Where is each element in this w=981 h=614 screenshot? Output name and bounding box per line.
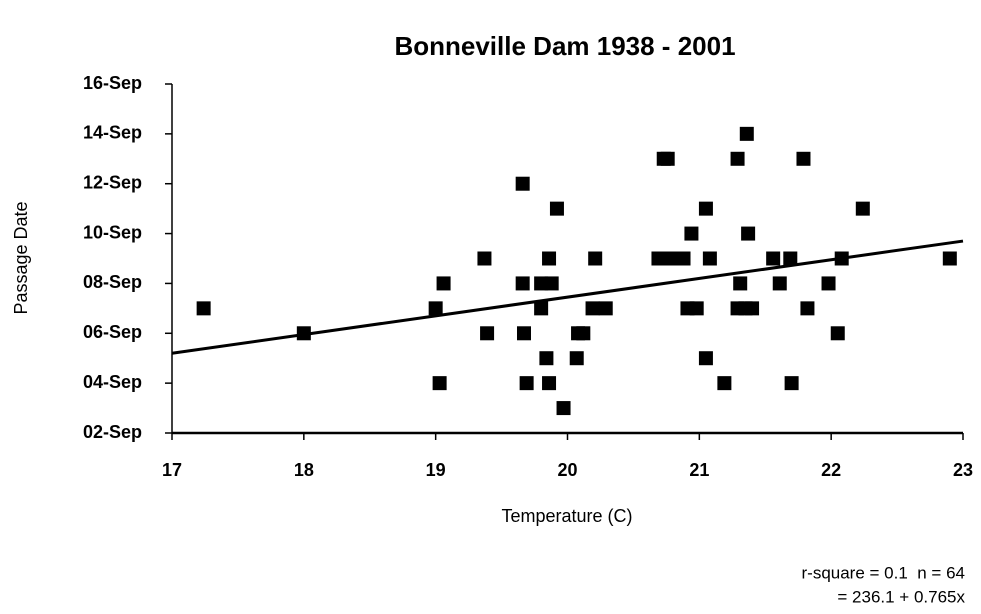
stats-note: r-square = 0.1 n = 64 [802, 563, 966, 582]
x-tick-label: 22 [821, 460, 841, 480]
point [542, 251, 557, 266]
y-axis-label: Passage Date [11, 201, 31, 314]
point [739, 126, 754, 141]
y-tick-label: 04-Sep [83, 372, 142, 392]
point [588, 251, 603, 266]
chart-title: Bonneville Dam 1938 - 2001 [394, 31, 735, 61]
point [477, 251, 492, 266]
point [942, 251, 957, 266]
point [516, 326, 531, 341]
point [830, 326, 845, 341]
y-tick-label: 12-Sep [83, 172, 142, 192]
point [196, 301, 211, 316]
point [766, 251, 781, 266]
point [515, 176, 530, 191]
point [733, 276, 748, 291]
point [784, 376, 799, 391]
point [534, 301, 549, 316]
point [519, 376, 534, 391]
x-tick-label: 20 [557, 460, 577, 480]
point [745, 301, 760, 316]
point [480, 326, 495, 341]
point [741, 226, 756, 241]
y-tick-label: 08-Sep [83, 272, 142, 292]
point [576, 326, 591, 341]
point [821, 276, 836, 291]
trend-line [171, 239, 964, 355]
x-tick-label: 23 [953, 460, 973, 480]
point [515, 276, 530, 291]
point [698, 351, 713, 366]
x-tick-label: 19 [426, 460, 446, 480]
point [717, 376, 732, 391]
point [730, 151, 745, 166]
point [556, 401, 571, 416]
y-tick-label: 14-Sep [83, 123, 142, 143]
y-tick-label: 16-Sep [83, 73, 142, 93]
point [698, 201, 713, 216]
point [432, 376, 447, 391]
point [689, 301, 704, 316]
point [436, 276, 451, 291]
point [428, 301, 443, 316]
point [539, 351, 554, 366]
point [671, 251, 686, 266]
point [544, 276, 559, 291]
point [684, 226, 699, 241]
y-tick-label: 10-Sep [83, 222, 142, 242]
point [569, 351, 584, 366]
point [855, 201, 870, 216]
x-tick-label: 17 [162, 460, 182, 480]
x-axis-label: Temperature (C) [501, 506, 632, 526]
point [549, 201, 564, 216]
x-tick-label: 18 [294, 460, 314, 480]
point [702, 251, 717, 266]
y-tick-label: 02-Sep [83, 422, 142, 442]
point [660, 151, 675, 166]
equation-note: = 236.1 + 0.765x [837, 587, 965, 606]
point [800, 301, 815, 316]
point [772, 276, 787, 291]
point [796, 151, 811, 166]
point [534, 276, 549, 291]
y-tick-label: 06-Sep [83, 322, 142, 342]
point [598, 301, 613, 316]
point [585, 301, 600, 316]
point [542, 376, 557, 391]
x-tick-label: 21 [689, 460, 709, 480]
point [783, 251, 798, 266]
